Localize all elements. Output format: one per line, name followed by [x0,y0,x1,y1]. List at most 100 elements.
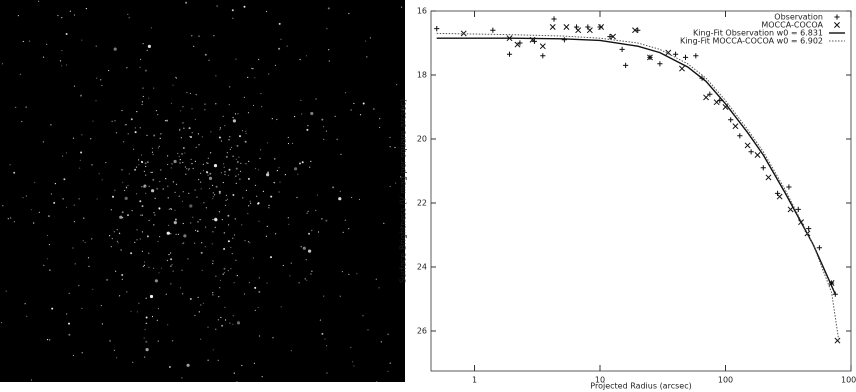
star [247,76,249,78]
star [231,9,234,12]
star [151,315,154,318]
star [254,309,256,311]
star [223,166,225,168]
star [239,135,241,138]
star [207,157,209,159]
star [195,146,197,148]
star [266,225,268,227]
star [205,207,207,209]
star [212,292,214,294]
star [225,194,227,196]
star [226,198,229,200]
star [49,339,51,341]
star [116,229,118,231]
star [191,35,193,37]
star [170,265,172,267]
star [276,118,278,121]
star [96,198,98,200]
star [144,162,147,165]
star [215,185,218,188]
star [225,319,227,321]
plus-marker [561,37,567,43]
star [290,262,292,264]
star [202,163,204,165]
star [167,155,169,157]
star [22,197,24,199]
star [170,233,172,235]
plus-marker [551,16,557,22]
star [306,212,308,214]
cross-marker [834,337,841,344]
star [25,195,27,197]
star [177,233,179,235]
star [136,311,138,313]
cross-marker [632,27,638,34]
star [300,246,302,248]
star [43,264,45,266]
star [175,183,178,185]
star [15,106,17,108]
star [139,127,141,129]
star [266,282,268,284]
star [46,234,49,237]
star [2,205,4,207]
star [305,259,307,261]
star [171,163,173,165]
star [113,349,115,351]
star [165,293,167,295]
cross-marker [610,33,616,40]
star [227,214,230,217]
star [139,58,142,60]
star [38,211,41,213]
star [183,127,185,129]
plus-marker [786,184,792,190]
star [212,219,214,221]
star [198,35,200,37]
star [332,186,335,189]
star [175,76,177,78]
star [197,230,199,232]
star [172,270,174,272]
star [42,56,45,58]
star [114,120,116,122]
star [143,184,147,188]
star [200,172,202,174]
y-tick-label: 20 [417,135,427,144]
star [153,134,156,137]
star [119,215,123,219]
star [378,287,380,289]
star [316,194,318,196]
star [143,170,145,172]
star [134,131,137,134]
star [279,181,281,183]
star [142,95,144,98]
star [113,231,115,233]
star [146,322,148,324]
star [191,132,193,134]
star [243,96,245,98]
star [65,64,68,66]
star [208,59,210,61]
star [66,313,68,315]
plus-marker [619,46,625,52]
star [73,85,76,87]
star [217,319,219,321]
star [121,109,123,112]
star [166,259,168,262]
legend-label: Observation [774,13,823,22]
star [193,45,195,48]
star [362,102,365,105]
star [338,197,342,201]
plus-marker [806,226,812,232]
star [59,60,62,62]
star [168,224,170,226]
star [207,359,209,361]
star [181,152,184,155]
star [111,238,113,240]
star [198,311,200,313]
star [198,179,200,181]
plus-marker [490,27,496,33]
star [190,222,192,224]
star [139,200,142,203]
star [81,307,83,309]
